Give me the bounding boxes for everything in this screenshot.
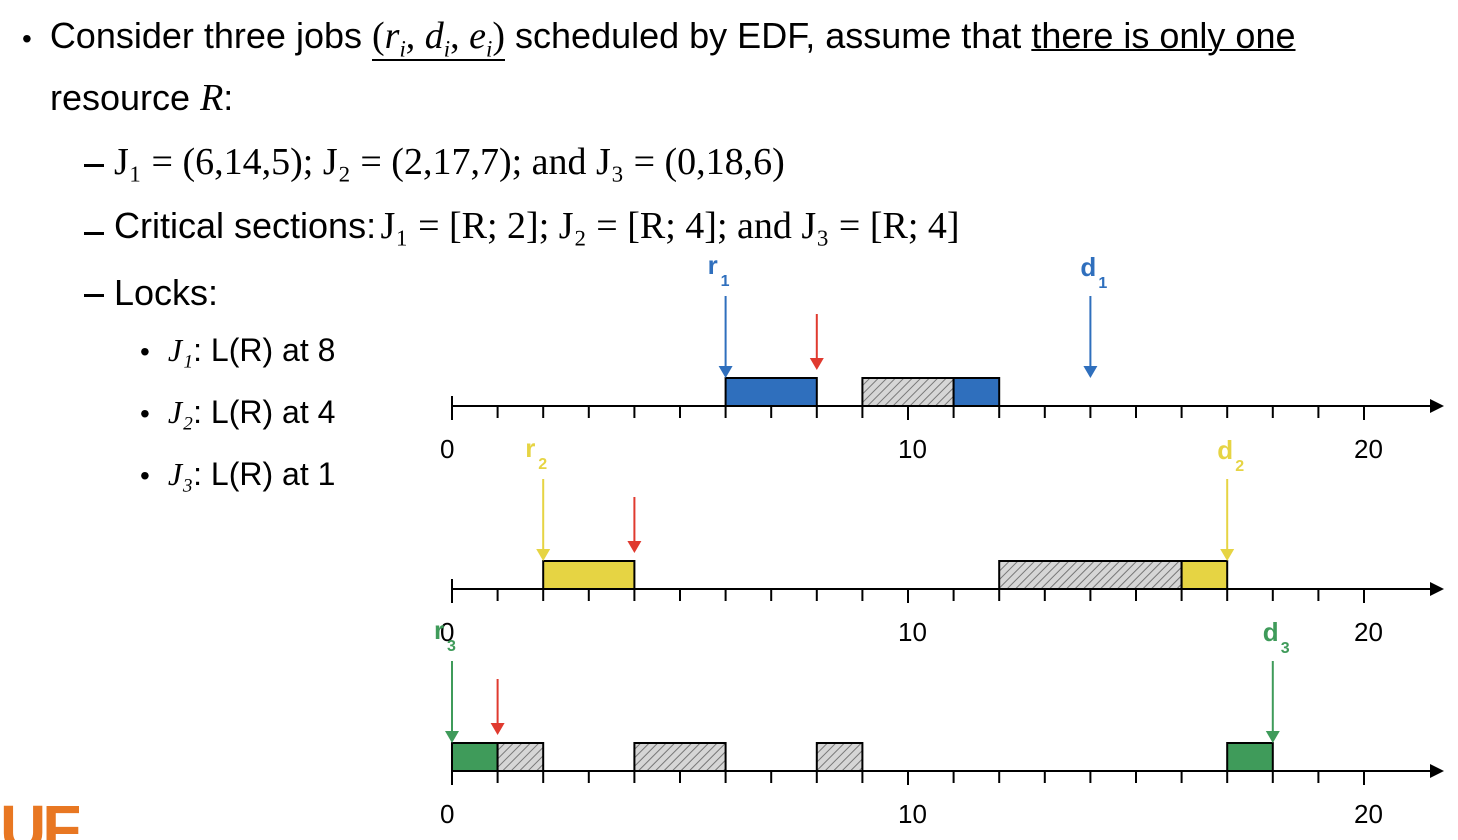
dash-bullet — [84, 293, 104, 297]
execution-block — [952, 377, 1001, 407]
blocked-block — [998, 560, 1183, 590]
intro-text: Consider three jobs — [49, 15, 362, 56]
tick-label: 20 — [1354, 799, 1383, 829]
bullet: • — [140, 460, 150, 491]
axis-arrowhead — [1430, 582, 1444, 596]
lock-text: : L(R) at 8 — [193, 332, 336, 368]
dash-bullet — [84, 163, 104, 167]
execution-block — [724, 377, 818, 407]
lock-text: : L(R) at 1 — [193, 456, 336, 492]
tick-label: 20 — [1354, 434, 1383, 464]
tick-label: 0 — [440, 434, 454, 464]
lock-item-3: • J₃: L(R) at 1 — [140, 456, 335, 493]
deadline-sub: 3 — [1281, 640, 1290, 657]
release-sub: 2 — [538, 456, 547, 473]
critical-label: Critical sections: — [114, 205, 377, 246]
axis-arrowhead — [1430, 764, 1444, 778]
bullet: • — [22, 23, 32, 54]
logo-text: UF — [0, 796, 81, 840]
deadline-arrow-head — [1083, 366, 1098, 378]
critical-text: J₁ = [R; 2]; J₂ = [R; 4]; and J₃ = [R; 4… — [380, 205, 960, 247]
tick-label: 20 — [1354, 617, 1383, 647]
lock-item-2: • J₂: L(R) at 4 — [140, 394, 335, 431]
deadline-label: d — [1217, 435, 1233, 465]
blocked-block — [815, 742, 864, 772]
dash-bullet — [84, 232, 104, 236]
bullet: • — [140, 336, 150, 367]
release-label: r — [434, 615, 444, 645]
job-tuple: (ri, di, ei) — [372, 15, 506, 62]
blocked-block — [633, 742, 727, 772]
intro-line-2: resource R: — [50, 76, 233, 120]
deadline-label: d — [1080, 252, 1096, 282]
release-arrow-head — [536, 549, 551, 561]
intro-line: • Consider three jobs (ri, di, ei) schedu… — [22, 14, 1296, 63]
lock-job: J₃ — [167, 456, 194, 492]
bullet: • — [140, 398, 150, 429]
release-arrow-head — [718, 366, 733, 378]
lock-arrow-head — [627, 541, 642, 553]
execution-block — [542, 560, 636, 590]
colon: : — [223, 77, 234, 118]
locks-label: Locks: — [114, 272, 219, 313]
resource-symbol: R — [200, 77, 224, 119]
tick-label: 0 — [440, 799, 454, 829]
lock-arrow-head — [809, 358, 824, 370]
deadline-sub: 1 — [1098, 275, 1107, 292]
execution-block — [1226, 742, 1274, 772]
locks-line: Locks: — [84, 272, 218, 314]
deadline-sub: 2 — [1235, 458, 1244, 475]
tick-label: 10 — [898, 799, 927, 829]
underlined-text: there is only one — [1031, 15, 1296, 56]
release-label: r — [525, 433, 535, 463]
tick-label: 10 — [898, 434, 927, 464]
blocked-block — [861, 377, 955, 407]
lock-job: J₂ — [167, 394, 194, 430]
blocked-block — [496, 742, 545, 772]
release-sub: 3 — [447, 638, 456, 655]
deadline-arrow-head — [1220, 549, 1235, 561]
lock-text: : L(R) at 4 — [193, 394, 336, 430]
deadline-arrow-head — [1265, 731, 1280, 743]
lock-item-1: • J₁: L(R) at 8 — [140, 332, 335, 369]
jobs-text: J₁ = (6,14,5); J₂ = (2,17,7); and J₃ = (… — [114, 141, 785, 183]
jobs-line: J₁ = (6,14,5); J₂ = (2,17,7); and J₃ = (… — [84, 140, 785, 184]
critical-line: Critical sections: J₁ = [R; 2]; J₂ = [R;… — [84, 204, 960, 248]
axis-arrowhead — [1430, 399, 1444, 413]
release-label: r — [708, 250, 718, 280]
tick-label: 10 — [898, 617, 927, 647]
lock-arrow-head — [490, 723, 505, 735]
resource-text: resource — [50, 77, 191, 118]
intro-text-mid: scheduled by EDF, assume that — [515, 15, 1022, 56]
execution-block — [1180, 560, 1229, 590]
deadline-label: d — [1263, 617, 1279, 647]
uf-logo: UF — [0, 796, 120, 840]
release-sub: 1 — [721, 273, 730, 290]
release-arrow-head — [445, 731, 459, 743]
lock-job: J₁ — [167, 332, 194, 368]
tick-label: 0 — [440, 617, 454, 647]
execution-block — [451, 742, 499, 772]
